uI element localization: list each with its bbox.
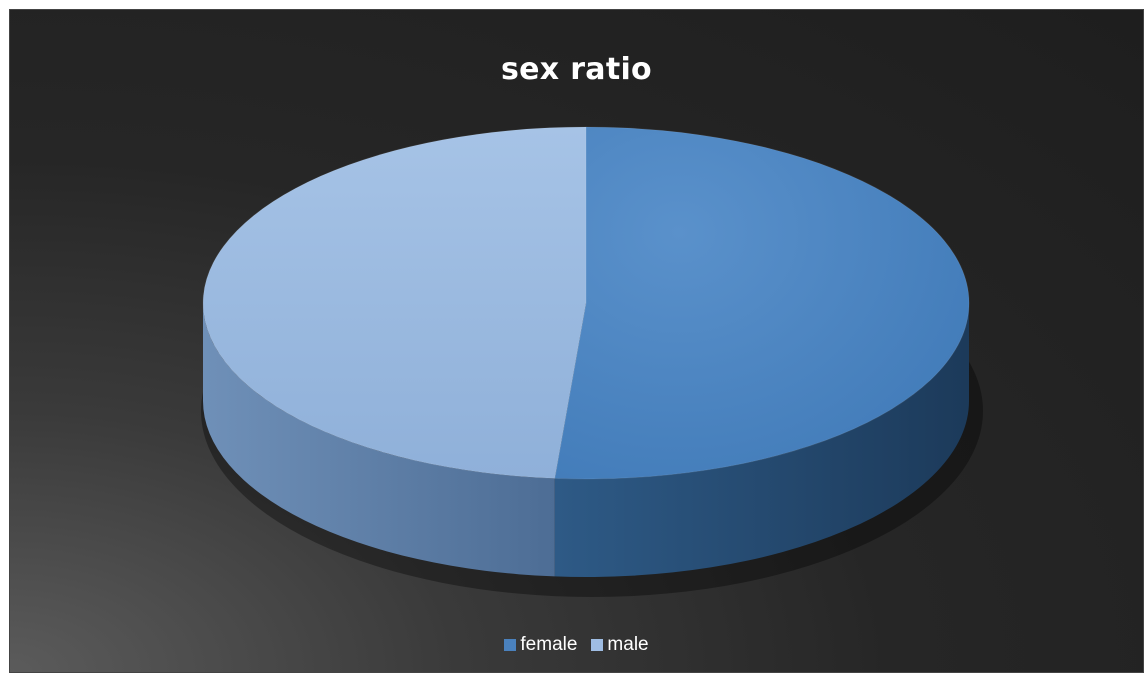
legend: female male — [10, 634, 1143, 656]
legend-item-male: male — [591, 634, 649, 656]
pie-chart — [201, 126, 983, 597]
legend-swatch-male — [591, 639, 604, 651]
legend-label-female: female — [520, 634, 578, 655]
legend-item-female: female — [504, 634, 577, 656]
pie-slice-male — [202, 126, 587, 479]
pie-side-female — [554, 303, 969, 577]
pie-slice-female — [554, 126, 970, 480]
legend-swatch-female — [504, 639, 517, 651]
chart-area: sex ratio female — [9, 9, 1144, 673]
legend-label-male: male — [607, 634, 649, 655]
chart-title: sex ratio — [501, 52, 652, 87]
pie-side-male — [203, 303, 555, 577]
